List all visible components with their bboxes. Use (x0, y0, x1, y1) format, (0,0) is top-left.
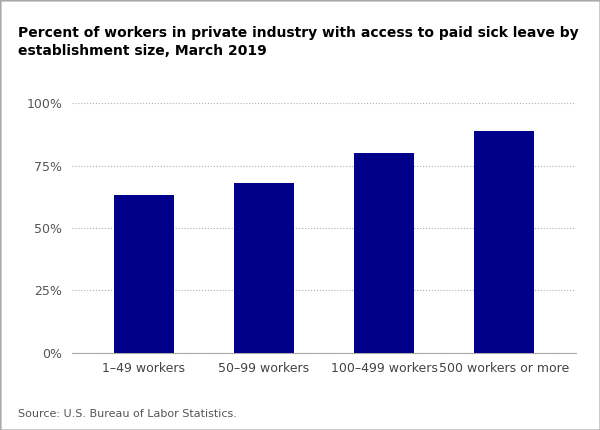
Bar (474, 131, 534, 353)
Bar (234, 183, 294, 353)
Bar (354, 153, 414, 353)
Text: Percent of workers in private industry with access to paid sick leave by
establi: Percent of workers in private industry w… (18, 26, 578, 58)
Bar (114, 196, 174, 353)
Text: Source: U.S. Bureau of Labor Statistics.: Source: U.S. Bureau of Labor Statistics. (18, 409, 237, 419)
